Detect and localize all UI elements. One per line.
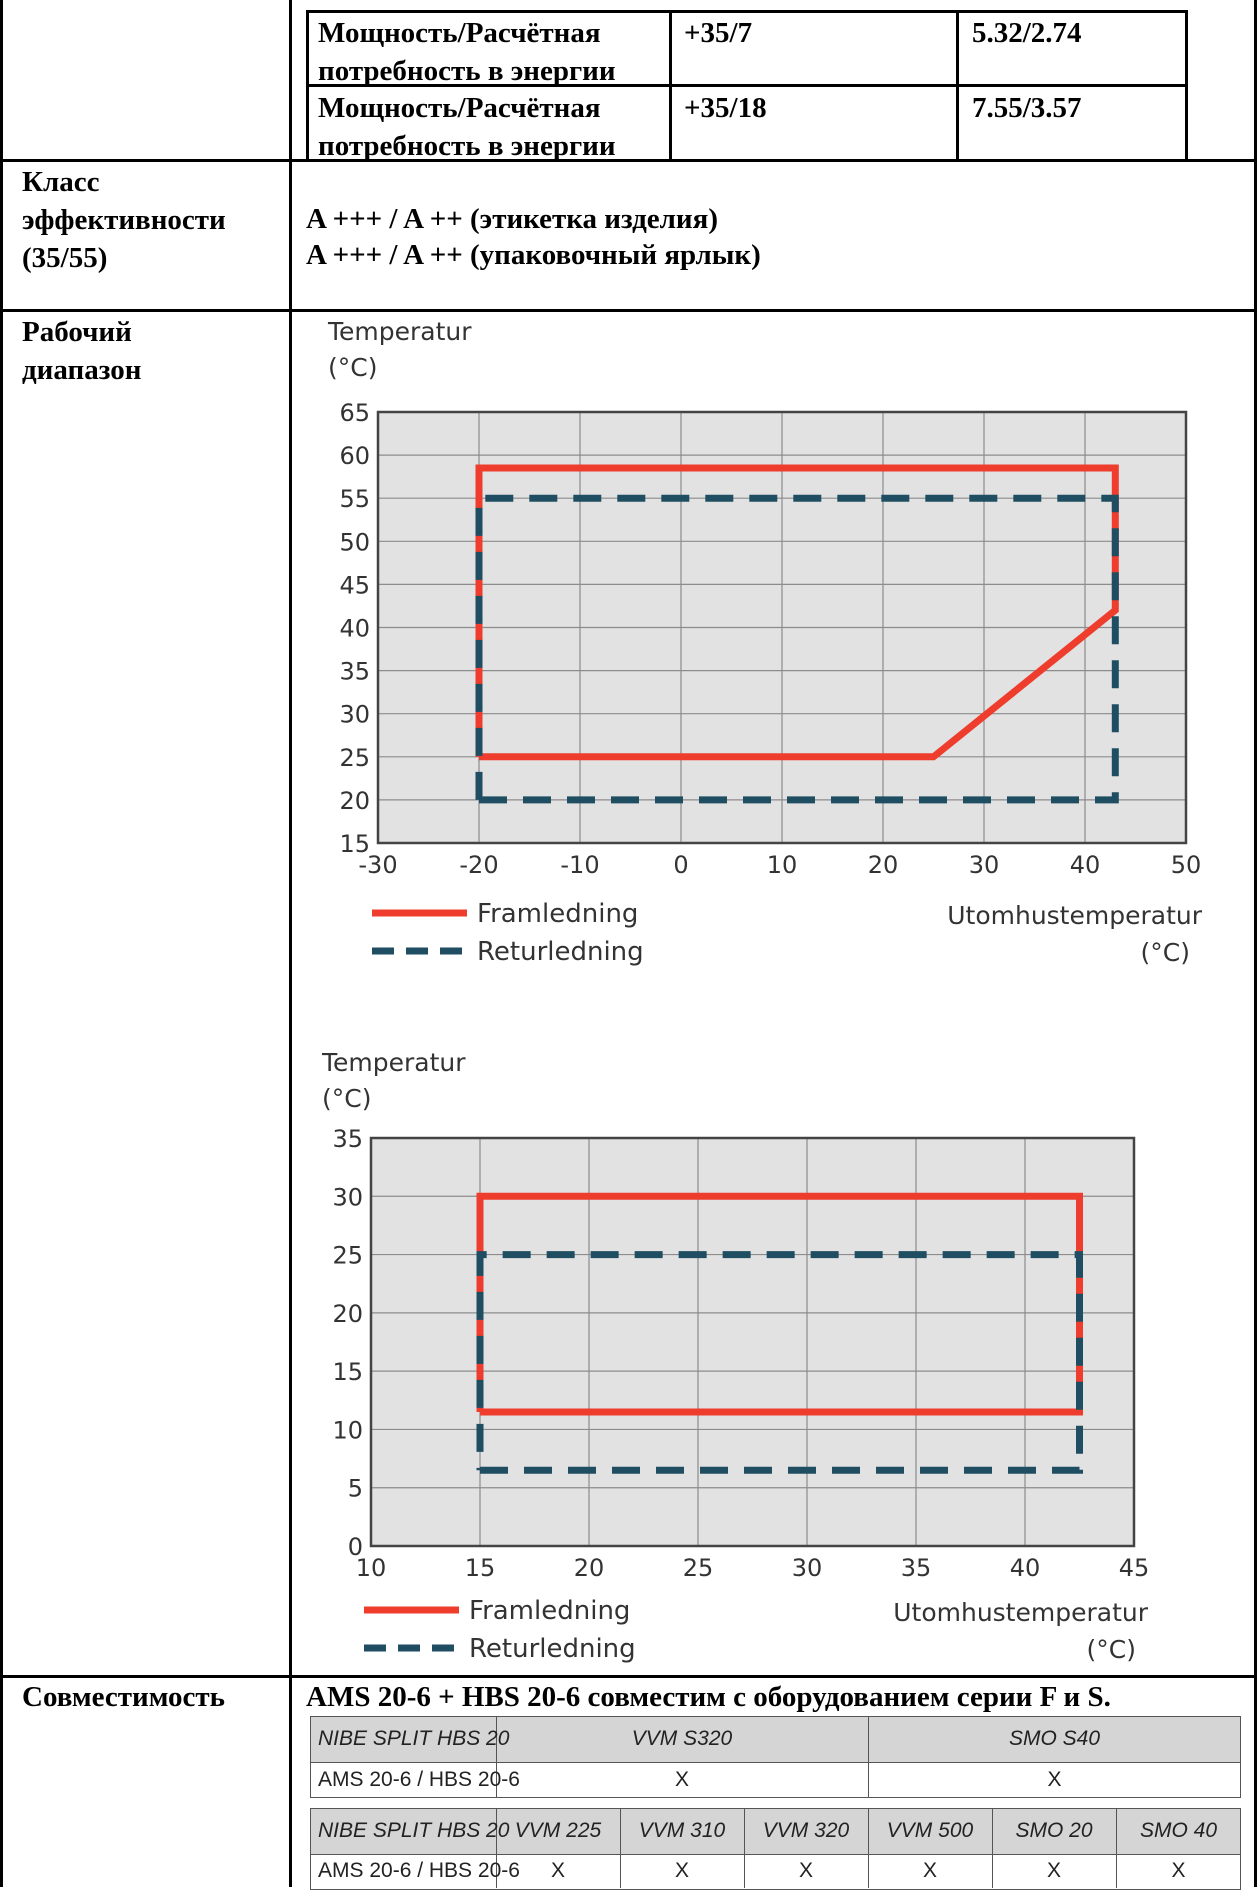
x-tick-label: 30 [969, 851, 1000, 879]
y-axis-unit: (°C) [328, 353, 377, 382]
efficiency-label: Класс эффективности (35/55) [22, 166, 226, 274]
compat-t2-cell: AMS 20-6 / HBS 20-6 [318, 1858, 520, 1882]
x-tick-label: 35 [901, 1554, 932, 1582]
y-tick-label: 30 [339, 701, 370, 729]
x-tick-label: -20 [459, 851, 498, 879]
y-tick-label: 25 [332, 1242, 363, 1270]
plot-frame [376, 410, 1188, 845]
y-tick-label: 0 [348, 1533, 363, 1561]
y-tick-label: 20 [332, 1300, 363, 1328]
plot-area [371, 1138, 1134, 1546]
x-tick-label: 20 [868, 851, 899, 879]
power-value: 5.32/2.74 [972, 17, 1082, 49]
y-tick-label: 25 [339, 744, 370, 772]
x-tick-label: 0 [673, 851, 688, 879]
compat-t2-header: VVM 225 [514, 1819, 602, 1842]
y-tick-label: 65 [339, 399, 370, 427]
x-tick-label: 10 [767, 851, 798, 879]
x-tick-label: -30 [358, 851, 397, 879]
y-tick-label: 15 [339, 830, 370, 858]
row-divider-2 [0, 309, 1257, 312]
y-tick-label: 35 [332, 1125, 363, 1153]
compat-t1-cell: AMS 20-6 / HBS 20-6 [318, 1768, 520, 1791]
x-tick-label: 40 [1010, 1554, 1041, 1582]
y-axis-label: Temperatur [327, 317, 472, 346]
series-returledning [475, 494, 1119, 804]
compat-t1-header: SMO S40 [1008, 1727, 1101, 1750]
x-tick-label: 25 [683, 1554, 714, 1582]
power-subtable: Мощность/Расчётная потребность в энергии… [306, 10, 1188, 162]
y-tick-label: 45 [339, 571, 370, 599]
compat-t1-header: NIBE SPLIT HBS 20 [318, 1727, 510, 1750]
compat-t2-cell: X [798, 1858, 813, 1882]
chart-2: 0 5 10 15 20 25 30 35 10 15 20 25 30 35 40 45 Temperatur… [321, 1048, 1150, 1664]
x-tick-label: 40 [1070, 851, 1101, 879]
legend-label: Framledning [469, 1596, 630, 1626]
chart-1: 15 20 25 30 35 40 45 50 55 60 65 -30 -20 -10 0 10 20 30 40… [327, 317, 1203, 967]
compatibility-label: Совместимость [22, 1681, 226, 1713]
compat-table-1: NIBE SPLIT HBS 20 VVM S320 SMO S40 AMS 2… [310, 1716, 1241, 1798]
y-axis-label: Temperatur [321, 1048, 466, 1077]
table-left-border [0, 0, 3, 1887]
operating-range-label: Рабочий диапазон [22, 316, 142, 386]
y-tick-label: 55 [339, 485, 370, 513]
x-tick-label: -10 [560, 851, 599, 879]
efficiency-line-1: A +++ / A ++ (этикетка изделия) [306, 203, 718, 235]
series-returledning [476, 1251, 1083, 1474]
compat-t2-header: NIBE SPLIT HBS 20 [318, 1819, 510, 1842]
power-value: 7.55/3.57 [972, 92, 1082, 124]
row-divider-3 [0, 1675, 1257, 1678]
efficiency-line-2: A +++ / A ++ (упаковочный ярлык) [306, 239, 761, 271]
compat-t2-header: VVM 310 [638, 1819, 726, 1842]
y-tick-label: 30 [332, 1183, 363, 1211]
y-tick-label: 15 [332, 1358, 363, 1386]
legend-label: Framledning [477, 899, 638, 929]
x-tick-label: 45 [1119, 1554, 1150, 1582]
y-tick-label: 5 [348, 1475, 363, 1503]
compat-t2-header: VVM 320 [762, 1819, 850, 1842]
compat-t1-cell: X [1047, 1768, 1062, 1791]
power-condition: +35/18 [684, 92, 767, 124]
y-tick-label: 50 [339, 528, 370, 556]
compat-t1-cell: X [674, 1768, 689, 1791]
row-divider-1 [0, 159, 1257, 162]
compatibility-headline: AMS 20-6 + HBS 20-6 совместим с оборудов… [306, 1681, 1111, 1713]
x-axis-unit: (°C) [1087, 1635, 1136, 1664]
legend-label: Returledning [469, 1634, 636, 1664]
power-label: Мощность/Расчётная потребность в энергии [318, 17, 616, 87]
compat-t1-header: VVM S320 [631, 1727, 733, 1750]
plot-frame [369, 1136, 1136, 1548]
compat-t2-header: SMO 20 [1015, 1819, 1093, 1842]
compat-t2-cell: X [1046, 1858, 1061, 1882]
x-tick-label: 30 [792, 1554, 823, 1582]
compat-t2-cell: X [1171, 1858, 1186, 1882]
table-divider-vertical [289, 0, 292, 1887]
x-tick-label: 10 [356, 1554, 387, 1582]
x-axis-unit: (°C) [1141, 938, 1190, 967]
y-tick-label: 10 [332, 1416, 363, 1444]
power-label: Мощность/Расчётная потребность в энергии [318, 92, 616, 162]
y-tick-label: 20 [339, 787, 370, 815]
y-tick-label: 35 [339, 658, 370, 686]
x-axis-label: Utomhustemperatur [947, 901, 1202, 930]
table-right-border [1254, 0, 1257, 1887]
x-axis-label: Utomhustemperatur [893, 1598, 1148, 1627]
compat-t2-cell: X [550, 1858, 565, 1882]
compat-t2-header: VVM 500 [886, 1819, 974, 1842]
compat-t2-cell: X [922, 1858, 937, 1882]
y-tick-label: 60 [339, 442, 370, 470]
x-tick-label: 15 [465, 1554, 496, 1582]
compat-table-2: NIBE SPLIT HBS 20 VVM 225 VVM 310 VVM 32… [310, 1808, 1241, 1890]
x-tick-label: 50 [1171, 851, 1202, 879]
legend-label: Returledning [477, 937, 644, 967]
compat-t2-cell: X [674, 1858, 689, 1882]
y-axis-unit: (°C) [322, 1084, 371, 1113]
compat-t2-header: SMO 40 [1139, 1819, 1218, 1842]
x-tick-label: 20 [574, 1554, 605, 1582]
y-tick-label: 40 [339, 615, 370, 643]
power-condition: +35/7 [684, 17, 753, 49]
